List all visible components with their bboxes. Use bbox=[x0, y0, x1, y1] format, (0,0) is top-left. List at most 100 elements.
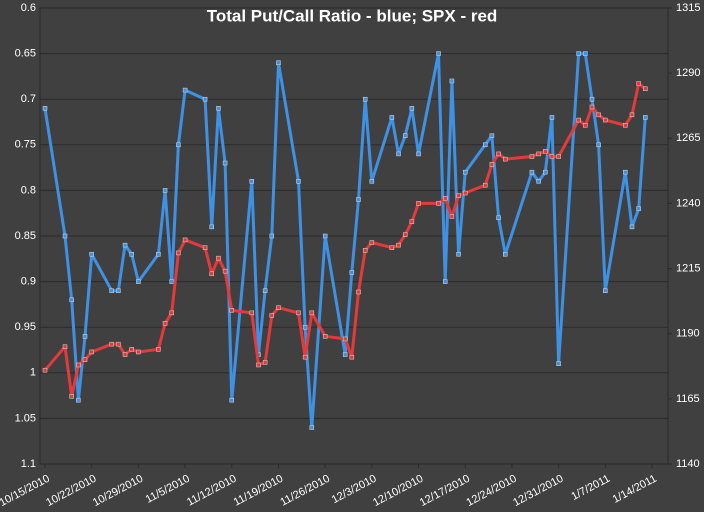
y-tick-label: 0.85 bbox=[15, 230, 36, 242]
series-marker bbox=[623, 123, 628, 128]
series-marker bbox=[489, 162, 495, 167]
series-marker bbox=[249, 179, 255, 184]
y2-tick-label: 1140 bbox=[676, 458, 700, 470]
series-marker bbox=[643, 86, 648, 92]
series-marker bbox=[256, 362, 261, 368]
series-marker bbox=[176, 250, 181, 256]
series-marker bbox=[529, 169, 535, 175]
series-marker bbox=[596, 142, 601, 148]
y2-tick-label: 1265 bbox=[676, 132, 700, 144]
series-marker bbox=[549, 154, 555, 159]
y2-tick-label: 1165 bbox=[676, 393, 700, 405]
series-marker bbox=[76, 397, 81, 403]
series-marker bbox=[122, 352, 128, 357]
series-marker bbox=[322, 334, 328, 339]
series-marker bbox=[369, 179, 375, 184]
series-marker bbox=[69, 394, 74, 399]
series-marker bbox=[643, 115, 648, 120]
y-tick-label: 0.6 bbox=[21, 2, 36, 14]
series-marker bbox=[356, 197, 361, 202]
series-marker bbox=[89, 349, 94, 355]
series-marker bbox=[162, 188, 168, 193]
y-tick-label: 0.8 bbox=[21, 184, 36, 196]
series-marker bbox=[249, 310, 255, 316]
series-marker bbox=[489, 133, 495, 138]
series-marker bbox=[402, 133, 408, 138]
series-marker bbox=[576, 51, 581, 56]
series-marker bbox=[209, 224, 215, 230]
series-marker bbox=[589, 104, 595, 110]
series-marker bbox=[356, 289, 361, 295]
series-marker bbox=[162, 321, 168, 326]
series-marker bbox=[229, 397, 235, 403]
series-marker bbox=[603, 117, 608, 123]
series-marker bbox=[129, 251, 134, 257]
y-tick-label: 0.65 bbox=[15, 48, 36, 60]
series-marker bbox=[482, 182, 488, 188]
series-marker bbox=[302, 354, 308, 360]
series-marker bbox=[182, 87, 188, 93]
y-tick-label: 0.7 bbox=[21, 93, 36, 105]
series-marker bbox=[536, 179, 541, 184]
series-marker bbox=[216, 106, 221, 111]
y2-tick-label: 1240 bbox=[676, 197, 700, 209]
series-marker bbox=[442, 279, 448, 284]
series-marker bbox=[369, 240, 375, 245]
y-tick-label: 0.9 bbox=[21, 276, 36, 288]
series-marker bbox=[202, 245, 208, 250]
series-marker bbox=[629, 224, 635, 230]
series-marker bbox=[456, 193, 461, 198]
series-marker bbox=[556, 154, 561, 159]
series-marker bbox=[109, 288, 114, 293]
series-marker bbox=[222, 160, 228, 166]
series-marker bbox=[276, 305, 281, 310]
series-marker bbox=[396, 151, 401, 157]
series-marker bbox=[62, 344, 68, 349]
series-marker bbox=[276, 60, 281, 65]
series-marker bbox=[122, 242, 128, 248]
series-marker bbox=[456, 251, 461, 257]
series-marker bbox=[402, 232, 408, 237]
series-marker bbox=[629, 112, 635, 118]
series-marker bbox=[76, 362, 81, 368]
series-marker bbox=[389, 245, 395, 250]
series-marker bbox=[302, 324, 308, 330]
series-marker bbox=[222, 268, 228, 274]
series-marker bbox=[496, 215, 501, 221]
series-marker bbox=[603, 288, 608, 293]
series-marker bbox=[449, 78, 455, 84]
series-marker bbox=[436, 51, 441, 56]
series-marker bbox=[169, 279, 174, 284]
series-marker bbox=[322, 233, 328, 239]
series-marker bbox=[209, 271, 215, 277]
y2-tick-label: 1190 bbox=[676, 328, 700, 340]
series-marker bbox=[262, 360, 268, 365]
series-marker bbox=[636, 81, 641, 86]
series-marker bbox=[389, 115, 395, 120]
series-marker bbox=[229, 308, 235, 313]
series-marker bbox=[543, 149, 548, 154]
series-marker bbox=[349, 270, 355, 275]
series-marker bbox=[269, 313, 275, 318]
series-marker bbox=[396, 242, 401, 248]
series-marker bbox=[89, 251, 94, 257]
series-marker bbox=[583, 51, 588, 56]
series-marker bbox=[156, 251, 161, 257]
series-marker bbox=[82, 357, 88, 363]
series-marker bbox=[269, 233, 275, 239]
series-marker bbox=[62, 233, 68, 239]
series-marker bbox=[543, 169, 548, 175]
series-marker bbox=[216, 255, 221, 261]
series-marker bbox=[176, 142, 181, 148]
series-marker bbox=[182, 237, 188, 243]
series-marker bbox=[596, 112, 601, 118]
y2-tick-label: 1290 bbox=[676, 67, 700, 79]
series-marker bbox=[156, 347, 161, 352]
series-marker bbox=[503, 156, 508, 162]
series-marker bbox=[362, 96, 368, 102]
series-marker bbox=[496, 151, 501, 157]
y-tick-label: 1 bbox=[30, 367, 36, 379]
series-marker bbox=[623, 169, 628, 175]
